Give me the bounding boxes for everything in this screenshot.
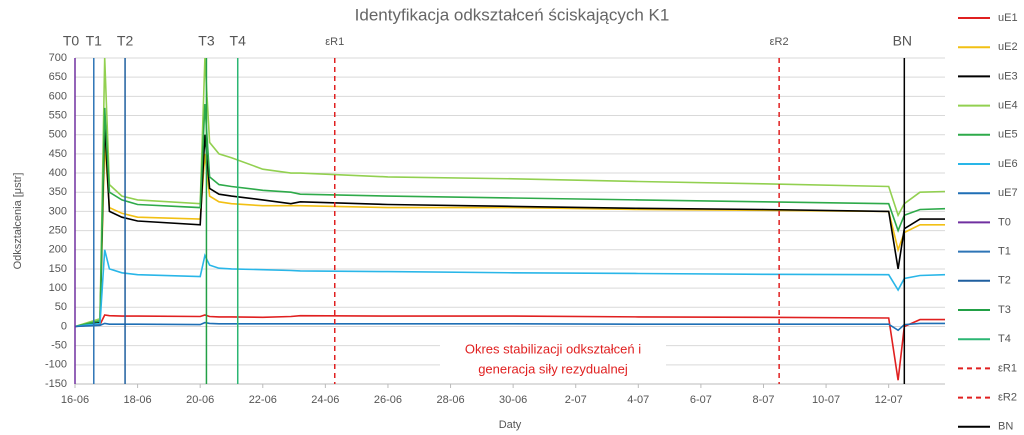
y-tick-label: 350 — [49, 186, 67, 198]
series-line — [74, 249, 946, 328]
legend-label: uE1 — [998, 12, 1018, 24]
marker-label: εR2 — [770, 36, 789, 48]
legend-label: T3 — [998, 304, 1011, 316]
y-tick-label: 600 — [49, 90, 67, 102]
x-tick-label: 20-06 — [186, 394, 214, 406]
marker-label: T1 — [86, 33, 103, 49]
x-tick-label: 26-06 — [374, 394, 402, 406]
x-tick-label: 4-07 — [627, 394, 649, 406]
y-tick-label: 700 — [49, 52, 67, 64]
y-tick-label: 300 — [49, 205, 67, 217]
x-tick-label: 12-07 — [875, 394, 903, 406]
legend-label: εR1 — [998, 362, 1017, 374]
legend-label: T2 — [998, 275, 1011, 287]
y-tick-label: 100 — [49, 282, 67, 294]
x-tick-label: 6-07 — [690, 394, 712, 406]
marker-label: T4 — [230, 33, 247, 49]
y-tick-label: 250 — [49, 224, 67, 236]
legend-label: BN — [998, 421, 1013, 433]
x-tick-label: 10-07 — [812, 394, 840, 406]
x-axis-label: Daty — [499, 419, 522, 431]
series-line — [74, 314, 945, 381]
legend-label: εR2 — [998, 392, 1017, 404]
series-line — [74, 103, 946, 328]
legend-label: T1 — [998, 246, 1011, 258]
legend-label: uE6 — [998, 158, 1018, 170]
x-tick-label: 24-06 — [311, 394, 339, 406]
y-tick-label: 50 — [55, 301, 67, 313]
legend-label: uE2 — [998, 41, 1018, 53]
annotation: Okres stabilizacji odkształceń i — [465, 341, 641, 356]
y-tick-label: 400 — [49, 167, 67, 179]
y-tick-label: -50 — [51, 340, 67, 352]
legend-label: uE3 — [998, 70, 1018, 82]
annotation: generacja siły rezydualnej — [478, 361, 628, 376]
y-tick-label: -150 — [45, 378, 67, 390]
marker-label: T3 — [198, 33, 215, 49]
y-tick-label: 650 — [49, 71, 67, 83]
legend-label: T4 — [998, 333, 1011, 345]
y-axis-label: Odkształcenia [μstr] — [12, 173, 24, 270]
legend-label: T0 — [998, 216, 1011, 228]
legend-label: uE4 — [998, 100, 1018, 112]
marker-label: T0 — [63, 33, 80, 49]
series-line — [74, 142, 945, 328]
series-line — [74, 57, 946, 328]
x-tick-label: 2-07 — [565, 394, 587, 406]
y-tick-label: 0 — [61, 320, 67, 332]
y-tick-label: 500 — [49, 129, 67, 141]
x-tick-label: 8-07 — [752, 394, 774, 406]
chart-title: Identyfikacja odkształceń ściskających K… — [355, 5, 670, 24]
y-tick-label: 150 — [49, 263, 67, 275]
x-tick-label: 28-06 — [436, 394, 464, 406]
y-tick-label: -100 — [45, 359, 67, 371]
y-tick-label: 550 — [49, 109, 67, 121]
x-tick-label: 18-06 — [124, 394, 152, 406]
marker-label: εR1 — [325, 36, 344, 48]
x-tick-label: 16-06 — [61, 394, 89, 406]
legend-label: uE7 — [998, 187, 1018, 199]
y-tick-label: 450 — [49, 148, 67, 160]
series-line — [74, 321, 945, 332]
annotation-box — [440, 336, 666, 380]
y-tick-label: 200 — [49, 244, 67, 256]
marker-label: BN — [893, 33, 912, 49]
x-tick-label: 30-06 — [499, 394, 527, 406]
series-line — [74, 123, 945, 328]
marker-label: T2 — [117, 33, 134, 49]
x-tick-label: 22-06 — [249, 394, 277, 406]
legend-label: uE5 — [998, 129, 1018, 141]
